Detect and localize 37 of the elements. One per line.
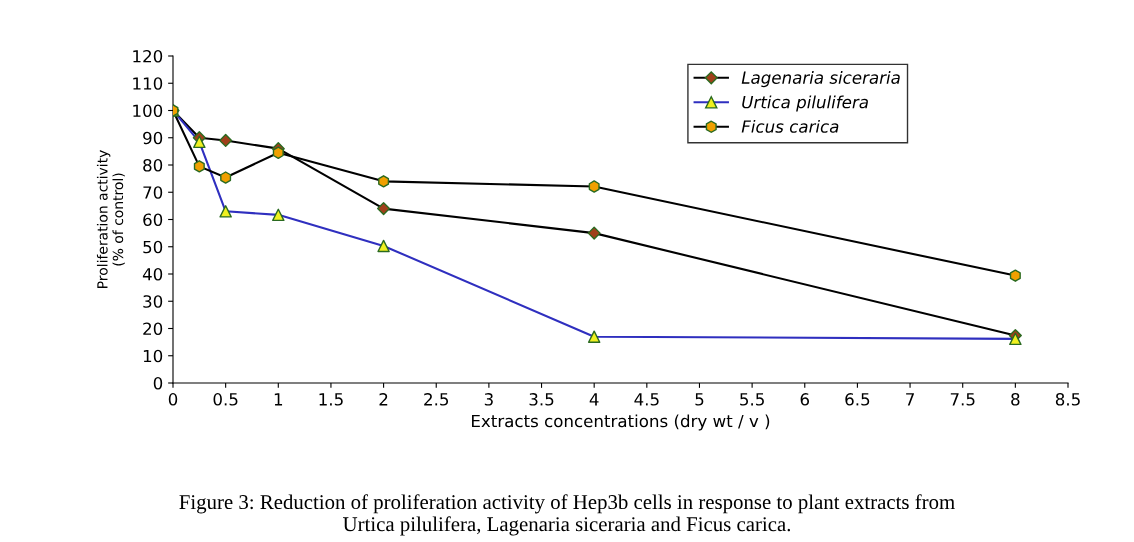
x-tick-label: 7.5 [950,393,975,406]
x-tick-label: 5 [695,393,704,406]
x-tick-label: 3.5 [529,393,554,406]
x-tick-label: 1.5 [319,393,343,406]
x-tick-label: 0.5 [213,393,238,406]
y-axis-title: Proliferation activity (% of control) [96,150,125,288]
y-tick-label: 80 [143,158,163,172]
y-tick-label: 40 [142,267,163,281]
x-tick-label: 6.5 [845,393,870,406]
x-axis-title: Extracts concentrations (dry wt / v ) [472,414,770,431]
y-tick-label: 50 [143,240,163,254]
x-tick-label: 4.5 [634,393,659,406]
y-tick-label: 100 [133,104,163,118]
x-tick-label: 8 [1011,393,1020,406]
x-tick-label: 6 [800,393,810,406]
y-tick-label: 110 [133,77,163,90]
legend-label: Lagenaria siceraria [741,71,900,88]
y-tick-label: 90 [143,131,163,145]
x-tick-label: 5.5 [740,393,764,406]
y-tick-label: 20 [143,322,163,336]
x-tick-label: 2 [379,393,388,406]
x-tick-label: 1 [274,393,283,406]
legend-label: Ficus carica [741,119,839,133]
x-tick-label: 2.5 [424,393,449,406]
y-tick-label: 70 [143,186,163,199]
y-tick-label: 120 [133,49,163,63]
x-tick-label: 8.5 [1055,393,1080,406]
y-tick-label: 10 [143,349,163,363]
legend-label: Urtica pilulifera [742,95,868,112]
x-tick-label: 0 [168,393,178,406]
y-tick-label: 30 [143,295,163,308]
caption: Figure 3: Reduction of proliferation activity of Hep3b cells in response to plant extracts from Urtica pilulifera, Lagenaria siceraria and Ficus carica. [179,494,955,536]
x-tick-label: 3 [484,393,493,406]
x-tick-label: 4 [589,393,599,406]
y-tick-label: 60 [143,213,163,227]
y-tick-label: 0 [153,376,163,390]
x-tick-label: 7 [906,393,914,406]
